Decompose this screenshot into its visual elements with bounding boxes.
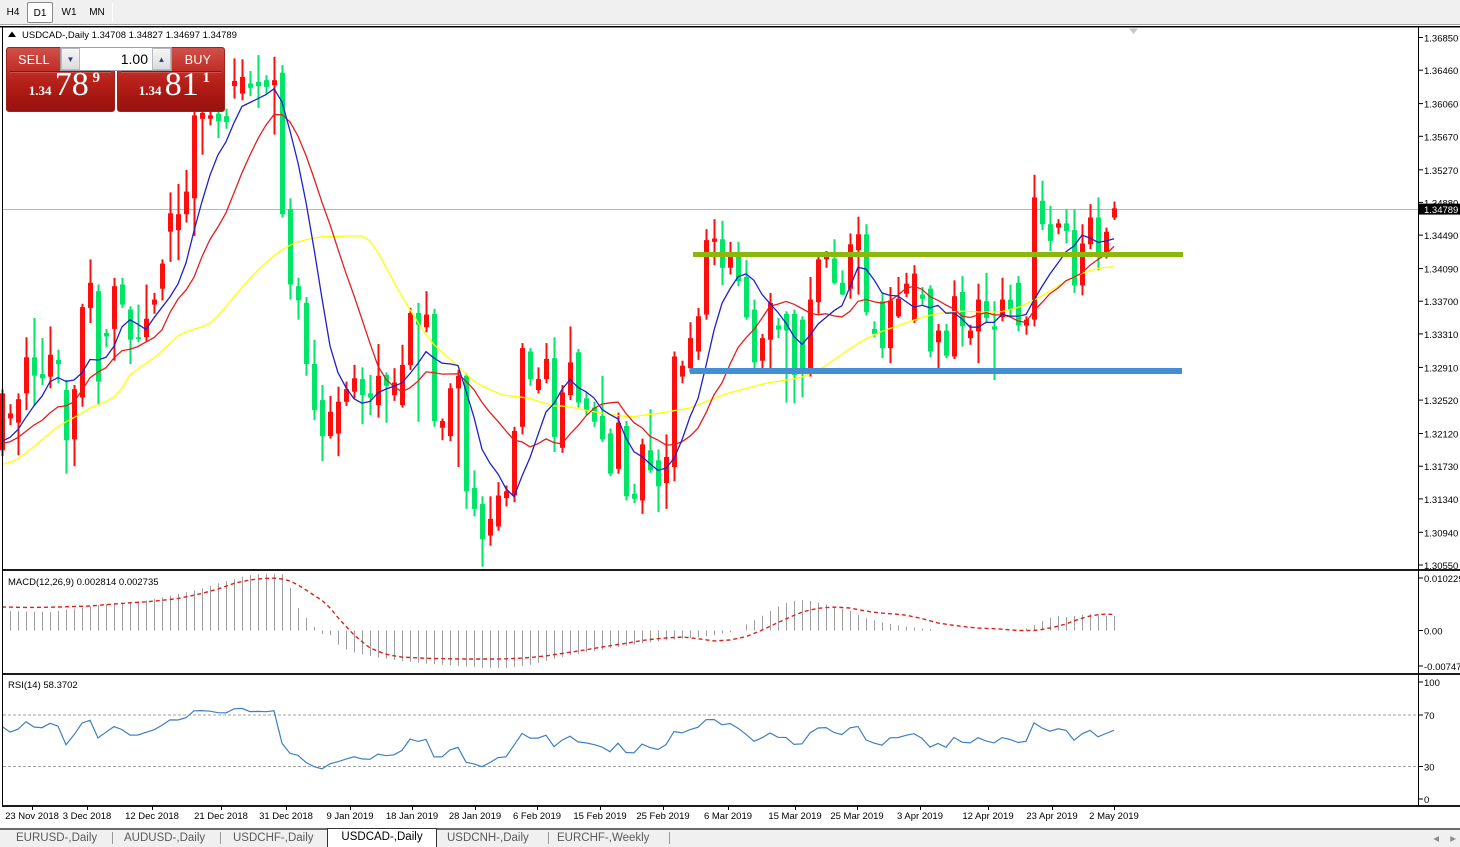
- svg-text:1.34090: 1.34090: [1424, 265, 1458, 276]
- svg-text:2 May 2019: 2 May 2019: [1089, 811, 1139, 822]
- svg-text:1.32120: 1.32120: [1424, 430, 1458, 441]
- svg-text:15 Feb 2019: 15 Feb 2019: [573, 811, 626, 822]
- svg-text:6 Mar 2019: 6 Mar 2019: [704, 811, 752, 822]
- svg-text:18 Jan 2019: 18 Jan 2019: [386, 811, 438, 822]
- svg-text:31 Dec 2018: 31 Dec 2018: [259, 811, 313, 822]
- svg-text:USDCAD-,Daily 1.34708 1.34827: USDCAD-,Daily 1.34708 1.34827 1.34697 1.…: [22, 30, 237, 41]
- svg-text:28 Jan 2019: 28 Jan 2019: [449, 811, 501, 822]
- svg-text:1.32910: 1.32910: [1424, 363, 1458, 374]
- svg-text:1.30550: 1.30550: [1424, 561, 1458, 572]
- svg-text:1.33310: 1.33310: [1424, 330, 1458, 341]
- svg-text:25 Feb 2019: 25 Feb 2019: [636, 811, 689, 822]
- svg-text:1.31730: 1.31730: [1424, 462, 1458, 473]
- svg-text:6 Feb 2019: 6 Feb 2019: [513, 811, 561, 822]
- svg-text:1.30940: 1.30940: [1424, 528, 1458, 539]
- svg-text:RSI(14) 58.3702: RSI(14) 58.3702: [8, 680, 78, 691]
- svg-text:1.34490: 1.34490: [1424, 231, 1458, 242]
- svg-text:70: 70: [1424, 711, 1435, 722]
- svg-text:9 Jan 2019: 9 Jan 2019: [326, 811, 373, 822]
- svg-text:0: 0: [1424, 795, 1429, 806]
- svg-text:12 Dec 2018: 12 Dec 2018: [125, 811, 179, 822]
- svg-text:23 Nov 2018: 23 Nov 2018: [5, 811, 59, 822]
- svg-text:25 Mar 2019: 25 Mar 2019: [830, 811, 883, 822]
- svg-text:3 Apr 2019: 3 Apr 2019: [897, 811, 943, 822]
- svg-text:MACD(12,26,9) 0.002814 0.00273: MACD(12,26,9) 0.002814 0.002735: [8, 577, 159, 588]
- svg-text:1.32520: 1.32520: [1424, 396, 1458, 407]
- svg-text:1.33700: 1.33700: [1424, 297, 1458, 308]
- svg-text:0.00: 0.00: [1424, 627, 1443, 638]
- svg-text:15 Mar 2019: 15 Mar 2019: [768, 811, 821, 822]
- svg-text:-0.007472: -0.007472: [1424, 662, 1460, 673]
- svg-text:23 Apr 2019: 23 Apr 2019: [1026, 811, 1077, 822]
- svg-text:1.36850: 1.36850: [1424, 34, 1458, 45]
- svg-text:1.34789: 1.34789: [1424, 205, 1458, 216]
- svg-text:21 Dec 2018: 21 Dec 2018: [194, 811, 248, 822]
- svg-text:100: 100: [1424, 678, 1440, 689]
- svg-text:1.35270: 1.35270: [1424, 166, 1458, 177]
- svg-text:1.36060: 1.36060: [1424, 100, 1458, 111]
- svg-text:3 Dec 2018: 3 Dec 2018: [63, 811, 112, 822]
- svg-text:30: 30: [1424, 763, 1435, 774]
- svg-text:0.010229: 0.010229: [1424, 574, 1460, 585]
- svg-text:1.31340: 1.31340: [1424, 495, 1458, 506]
- svg-text:1.36460: 1.36460: [1424, 66, 1458, 77]
- svg-text:1.35670: 1.35670: [1424, 132, 1458, 143]
- svg-text:12 Apr 2019: 12 Apr 2019: [962, 811, 1013, 822]
